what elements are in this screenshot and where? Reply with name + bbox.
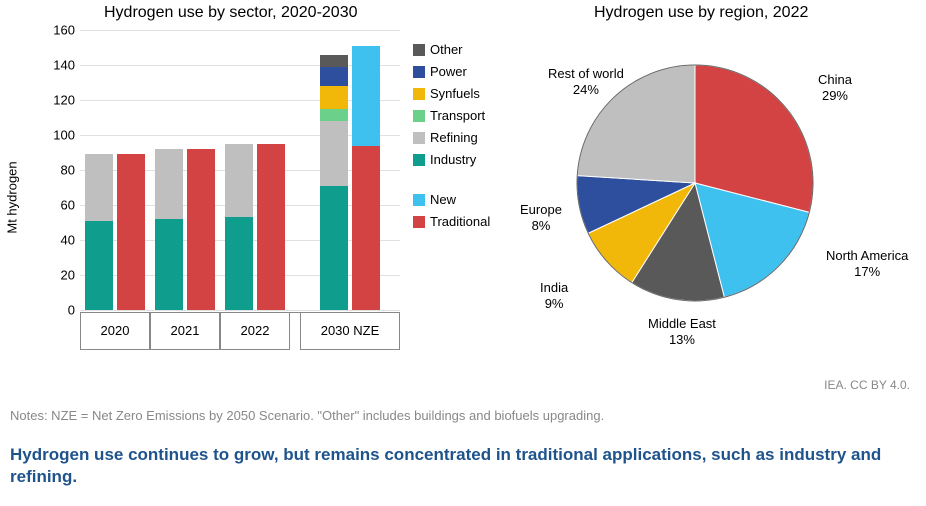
bar-stack-type [257, 30, 285, 310]
legend-swatch [413, 132, 425, 144]
legend-label: Transport [430, 108, 485, 123]
bar-chart-legend: Other Power Synfuels Transport Refining Indus… [413, 42, 523, 236]
pie-slice-label: India9% [540, 280, 568, 311]
pie-slice-label: North America17% [826, 248, 908, 279]
ytick-label: 120 [45, 93, 75, 108]
bar-segment [187, 149, 215, 310]
ytick-label: 40 [45, 233, 75, 248]
legend-swatch [413, 44, 425, 56]
legend-label: Industry [430, 152, 476, 167]
legend-swatch [413, 154, 425, 166]
pie-slice-label: China29% [818, 72, 852, 103]
bar-stack-sector [320, 30, 348, 310]
legend-item: Industry [413, 152, 523, 167]
bar-segment [117, 154, 145, 310]
legend-swatch [413, 194, 425, 206]
bar-segment [352, 46, 380, 146]
xaxis-category: 2022 [220, 312, 290, 350]
legend-item: Other [413, 42, 523, 57]
xaxis-category: 2021 [150, 312, 220, 350]
ytick-label: 60 [45, 198, 75, 213]
bar-segment [85, 154, 113, 221]
bar-segment [320, 186, 348, 310]
bar-stack-type [117, 30, 145, 310]
legend-swatch [413, 88, 425, 100]
bar-chart-plot-area: 020406080100120140160 [80, 30, 400, 310]
legend-swatch [413, 66, 425, 78]
summary-text: Hydrogen use continues to grow, but rema… [10, 444, 910, 488]
bar-segment [225, 217, 253, 310]
legend-item: Traditional [413, 214, 523, 229]
legend-swatch [413, 110, 425, 122]
xaxis-category: 2020 [80, 312, 150, 350]
bar-stack-sector [225, 30, 253, 310]
bar-stack-sector [85, 30, 113, 310]
legend-item: Power [413, 64, 523, 79]
legend-label: New [430, 192, 456, 207]
legend-label: Other [430, 42, 463, 57]
pie-slice-label: Europe8% [520, 202, 562, 233]
bar-stack-sector [155, 30, 183, 310]
attribution-text: IEA. CC BY 4.0. [824, 378, 910, 392]
legend-label: Power [430, 64, 467, 79]
legend-item: New [413, 192, 523, 207]
figure-container: Hydrogen use by sector, 2020-2030 Mt hyd… [0, 0, 926, 506]
legend-label: Synfuels [430, 86, 480, 101]
legend-label: Refining [430, 130, 478, 145]
notes-text: Notes: NZE = Net Zero Emissions by 2050 … [10, 408, 604, 423]
pie-chart-title: Hydrogen use by region, 2022 [594, 4, 808, 22]
ytick-label: 80 [45, 163, 75, 178]
legend-item: Transport [413, 108, 523, 123]
bar-segment [320, 86, 348, 109]
bar-chart-xaxis: 202020212022 2030 NZE [80, 312, 400, 350]
bar-segment [352, 146, 380, 311]
bar-chart: Mt hydrogen 020406080100120140160 202020… [40, 30, 400, 350]
legend-swatch [413, 216, 425, 228]
legend-item: Synfuels [413, 86, 523, 101]
bar-chart-title: Hydrogen use by sector, 2020-2030 [104, 4, 358, 22]
bar-segment [155, 219, 183, 310]
bar-segment [257, 144, 285, 310]
bar-segment [155, 149, 183, 219]
bar-stack-type [187, 30, 215, 310]
bar-segment [85, 221, 113, 310]
bar-segment [320, 55, 348, 67]
bar-segment [320, 121, 348, 186]
ytick-label: 140 [45, 58, 75, 73]
bar-chart-ylabel: Mt hydrogen [5, 161, 20, 233]
xaxis-category: 2030 NZE [300, 312, 400, 350]
ytick-label: 20 [45, 268, 75, 283]
ytick-label: 0 [45, 303, 75, 318]
bar-stack-type [352, 30, 380, 310]
ytick-label: 160 [45, 23, 75, 38]
ytick-label: 100 [45, 128, 75, 143]
bar-segment [320, 109, 348, 121]
legend-item: Refining [413, 130, 523, 145]
bar-segment [320, 67, 348, 86]
legend-label: Traditional [430, 214, 490, 229]
pie-slice-label: Middle East13% [648, 316, 716, 347]
bar-segment [225, 144, 253, 218]
gridline [80, 310, 400, 311]
pie-slice-label: Rest of world24% [548, 66, 624, 97]
